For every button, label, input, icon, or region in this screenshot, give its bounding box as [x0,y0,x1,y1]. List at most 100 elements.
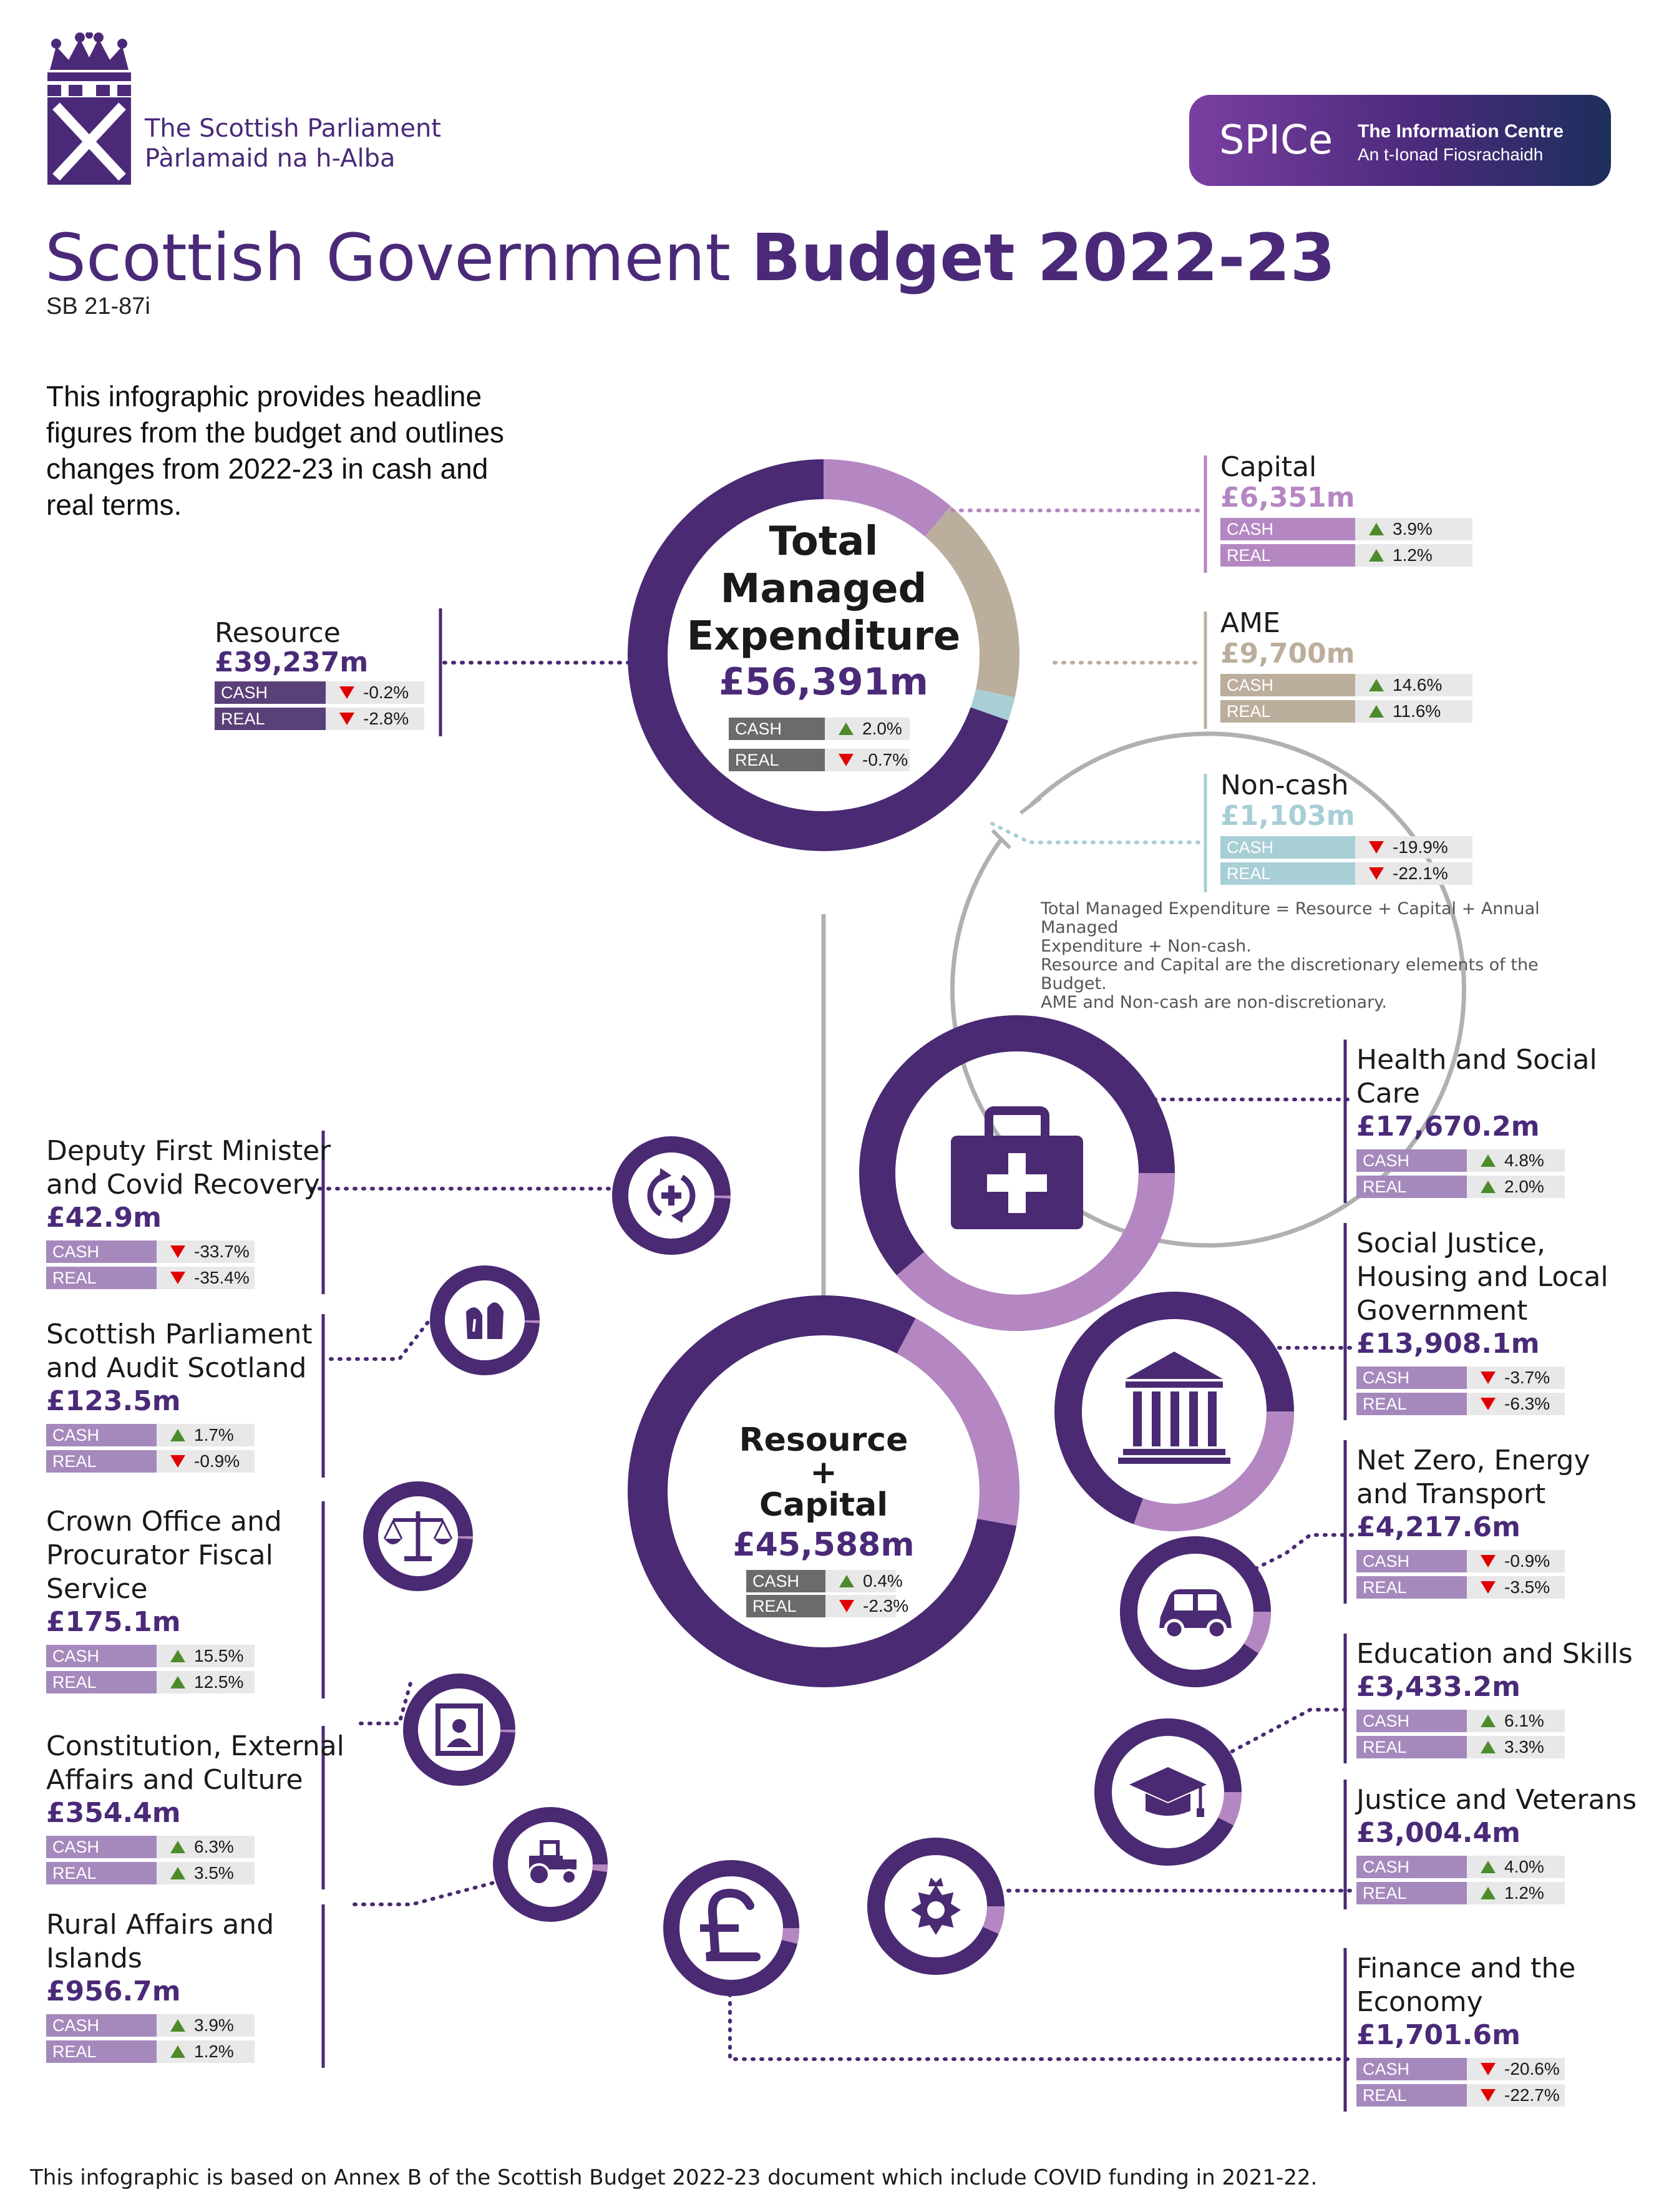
parliament-cash-row: CASH 1.7% [46,1424,255,1446]
health-cash-value: 4.8% [1467,1149,1565,1172]
justice-cash-label: CASH [1356,1856,1467,1878]
graduation-cap-icon [1129,1767,1207,1817]
finance-cash-label: CASH [1356,2058,1467,2080]
arc-tick [991,829,1011,850]
capital-real-percent: 1.2% [1393,545,1433,565]
spice-line2: An t-Ionad Fiosrachaidh [1358,145,1544,164]
health-name-line: Health and Social [1356,1044,1597,1076]
netzero-cash-value: -0.9% [1467,1550,1565,1572]
dfm-cash-percent: -33.7% [194,1242,250,1261]
capital-real-value: 1.2% [1355,544,1472,567]
increase-arrow-icon [170,1867,185,1879]
justice-name-line: Justice and Veterans [1356,1784,1637,1816]
footer-note: This infographic is based on Annex B of … [30,2165,1318,2190]
tme-real-value: -0.7% [825,749,910,771]
social-real-value: -6.3% [1467,1393,1565,1415]
justice-real-label: REAL [1356,1882,1467,1904]
portfolio-social-share-arc [1133,1411,1294,1531]
rc-value: £45,588m [732,1526,915,1564]
constitution-real-row: REAL 3.5% [46,1862,255,1884]
dfm-name-line: Deputy First Minister [46,1135,331,1167]
decrease-arrow-icon [170,1455,185,1468]
decrease-arrow-icon [1481,1581,1496,1594]
portfolio-education-share-arc [1217,1791,1242,1826]
dfm-real-label: REAL [46,1267,157,1289]
resource-real-value: -2.8% [326,708,424,730]
parliament-name-en: The Scottish Parliament [145,114,441,143]
constitution-cash-row: CASH 6.3% [46,1836,255,1858]
ame-real-label: REAL [1220,700,1355,723]
social-cash-label: CASH [1356,1367,1467,1389]
decrease-arrow-icon [1369,841,1384,854]
increase-arrow-icon [1481,1861,1496,1873]
tme-title-line: Total [769,519,878,565]
parliament-crest-icon [47,32,131,185]
constitution-value: £354.4m [46,1797,181,1829]
rc-title-line: Capital [759,1486,888,1524]
increase-arrow-icon [1481,1715,1496,1727]
dfm-real-row: REAL -35.4% [46,1267,255,1289]
capital-cash-row: CASH 3.9% [1220,518,1472,540]
netzero-real-label: REAL [1356,1576,1467,1599]
education-cash-label: CASH [1356,1710,1467,1732]
health-real-row: REAL 2.0% [1356,1176,1565,1198]
rc-cash-percent: 0.4% [863,1571,903,1591]
resource-cash-value: -0.2% [326,681,424,704]
parliament-name-gd: Pàrlamaid na h-Alba [145,144,396,173]
rc-title: Resource + Capital [693,1424,955,1521]
decrease-arrow-icon [1481,2063,1496,2075]
netzero-value: £4,217.6m [1356,1511,1520,1543]
capital-cash-label: CASH [1220,518,1355,540]
netzero-real-row: REAL -3.5% [1356,1576,1565,1599]
resource-cash-percent: -0.2% [363,683,409,702]
netzero-cash-label: CASH [1356,1550,1467,1572]
justice-real-percent: 1.2% [1504,1883,1544,1903]
parliament-connector [329,1312,436,1361]
portfolio-parliament-ring [430,1265,540,1375]
rural-real-value: 1.2% [157,2040,255,2063]
finance-name-line: Finance and the [1356,1952,1576,1984]
resource-cash-row: CASH -0.2% [215,681,424,704]
health-cash-percent: 4.8% [1504,1151,1544,1170]
education-real-label: REAL [1356,1736,1467,1758]
parliament-cash-value: 1.7% [157,1424,255,1446]
parliament-cash-label: CASH [46,1424,157,1446]
education-name-line: Education and Skills [1356,1638,1633,1670]
crown-real-label: REAL [46,1671,157,1693]
rural-value: £956.7m [46,1976,181,2007]
noncash-real-row: REAL -22.1% [1220,862,1472,885]
social-cash-percent: -3.7% [1504,1368,1550,1387]
education-cash-value: 6.1% [1467,1710,1565,1732]
noncash-name: Non-cash [1220,769,1349,801]
health-value: £17,670.2m [1356,1111,1540,1143]
title-light: Scottish Government [45,220,752,296]
social-cash-value: -3.7% [1467,1367,1565,1389]
parliament-name-line: and Audit Scotland [46,1352,307,1384]
police-badge-icon [911,1878,961,1935]
title-bold: Budget 2022-23 [751,220,1336,296]
social-value: £13,908.1m [1356,1328,1540,1360]
finance-real-percent: -22.7% [1504,2085,1560,2105]
constitution-name-line: Constitution, External [46,1730,344,1762]
constitution-connector [359,1677,414,1725]
ame-value: £9,700m [1220,638,1355,670]
tme-segment-resource [628,459,1008,851]
netzero-cash-row: CASH -0.9% [1356,1550,1565,1572]
crown-cash-label: CASH [46,1645,157,1667]
increase-arrow-icon [1481,1181,1496,1193]
constitution-cash-label: CASH [46,1836,157,1858]
netzero-cash-percent: -0.9% [1504,1551,1550,1571]
social-real-percent: -6.3% [1504,1394,1550,1413]
arc-tick [1019,796,1042,815]
noncash-real-label: REAL [1220,862,1355,885]
parliament-real-percent: -0.9% [194,1451,240,1471]
rc-cash-row: CASH 0.4% [746,1570,903,1592]
increase-arrow-icon [170,1676,185,1688]
health-cash-label: CASH [1356,1149,1467,1172]
crown-name-line: Crown Office and [46,1506,282,1537]
noncash-connector [990,822,1205,844]
tme-value: £56,391m [719,660,928,704]
education-cash-percent: 6.1% [1504,1711,1544,1730]
education-real-row: REAL 3.3% [1356,1736,1565,1758]
tme-cash-percent: 2.0% [862,719,902,738]
